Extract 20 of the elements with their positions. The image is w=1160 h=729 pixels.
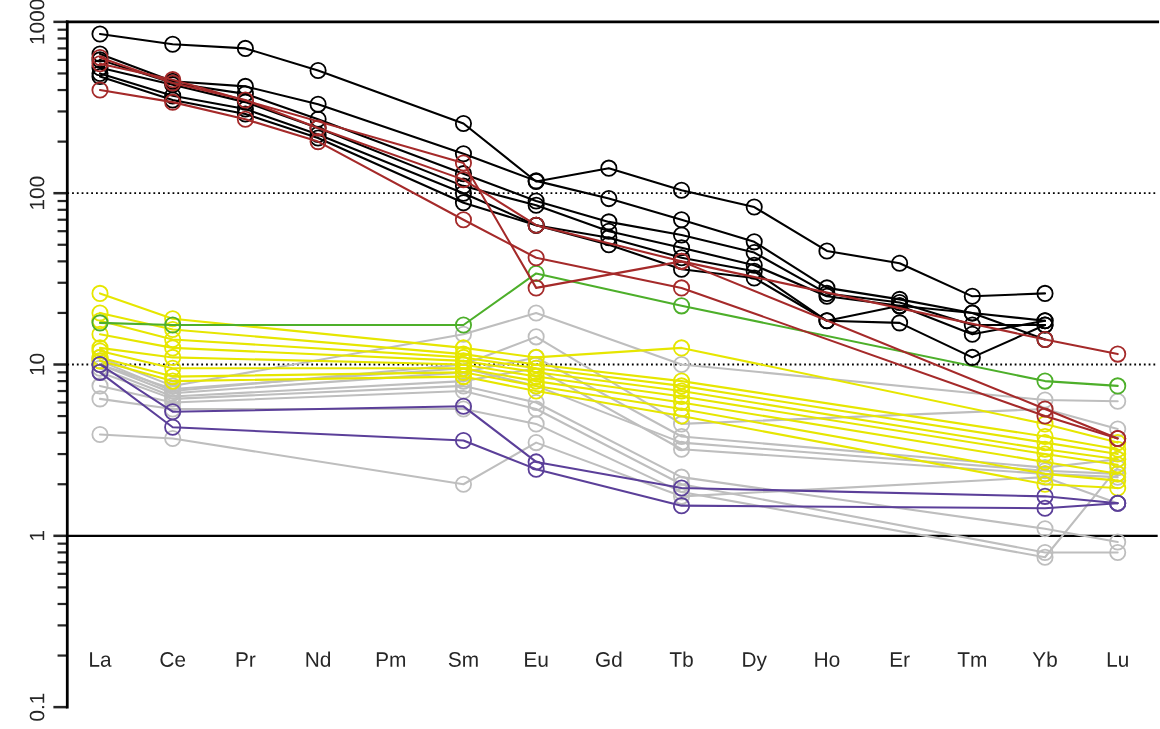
x-tick-label: Tm — [957, 652, 986, 667]
x-tick-label: Ho — [815, 652, 840, 667]
x-tick-label: Tb — [669, 651, 693, 667]
x-tick-label: Ce — [160, 652, 186, 667]
y-tick-label: 0.1 — [29, 693, 45, 721]
x-tick-label: Gd — [596, 651, 622, 667]
x-tick-label: Lu — [1107, 652, 1128, 667]
y-tick-label: 100 — [29, 176, 45, 209]
x-tick-label: Nd — [306, 651, 331, 667]
y-tick-label: 10 — [29, 353, 45, 375]
y-tick-label: 1 — [29, 531, 45, 541]
x-tick-label: Eu — [525, 652, 548, 667]
x-tick-label: La — [90, 652, 112, 667]
x-tick-label: Yb — [1032, 651, 1057, 667]
x-tick-label: Sm — [448, 652, 478, 667]
x-tick-label: Er — [890, 652, 910, 667]
x-tick-label: Pm — [376, 652, 406, 667]
x-tick-label: Dy — [743, 652, 767, 671]
y-tick-label: 1000 — [29, 0, 45, 44]
x-tick-label: Pr — [236, 652, 256, 667]
